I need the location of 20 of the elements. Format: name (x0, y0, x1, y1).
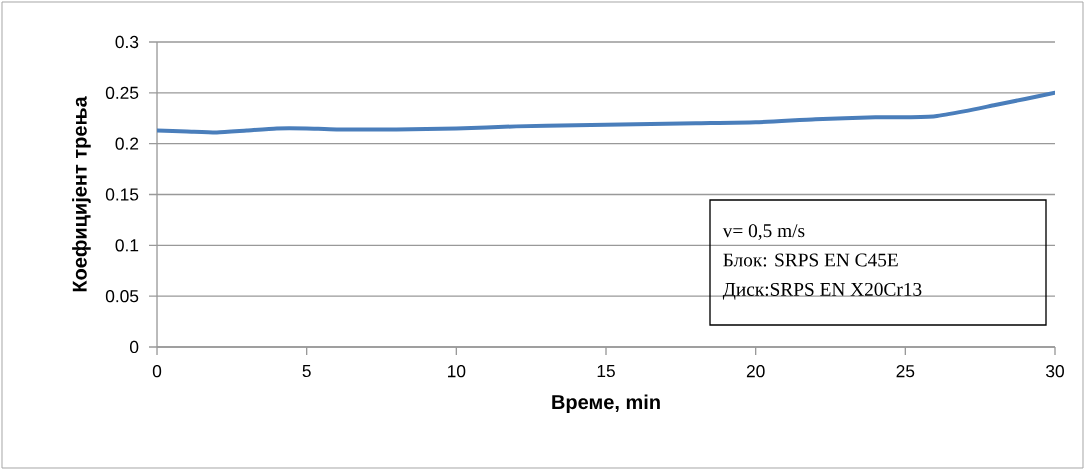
x-axis-title: Време, min (552, 394, 660, 414)
annotation: v= 0,5 m/s (722, 224, 805, 240)
annotation: Диск:SRPS EN X20Cr13 (722, 282, 922, 300)
y-tick-label: 0.2 (115, 137, 139, 150)
y-axis-title: Коефицијент трења (72, 96, 91, 292)
x-tick-label: 25 (896, 365, 915, 378)
line-series (157, 90, 1055, 135)
y-tick-label: 0 (130, 340, 139, 354)
y-tick-label: 0.15 (105, 188, 139, 201)
y-tick-label: 0.25 (105, 86, 139, 99)
x-tick-label: 10 (448, 365, 466, 378)
x-tick-label: 30 (1046, 365, 1064, 378)
x-tick-label: 0 (152, 365, 162, 378)
x-tick-label: 15 (597, 365, 615, 378)
x-tick-label: 5 (302, 365, 311, 378)
y-tick-label: 0.1 (115, 239, 139, 252)
y-tick-label: 0.05 (105, 290, 139, 303)
annotation: Блок: SRPS EN C45E (723, 253, 898, 267)
y-tick-label: 0.3 (115, 35, 139, 49)
x-tick-label: 20 (746, 365, 765, 378)
